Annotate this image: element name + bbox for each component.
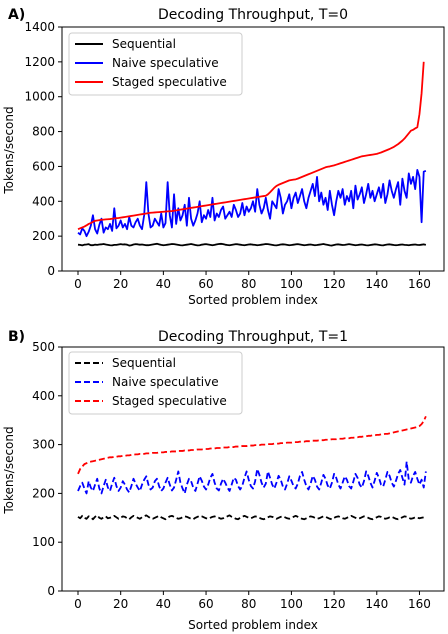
panel-a-y-tick-label: 200 bbox=[32, 229, 55, 243]
panel-b-y-axis-label: Tokens/second bbox=[2, 426, 16, 514]
panel-a-x-tick-label: 120 bbox=[323, 277, 346, 291]
panel-b-y-tick-label: 200 bbox=[32, 486, 55, 500]
panel-b-y-tick-label: 500 bbox=[32, 340, 55, 354]
panel-a-y-tick-label: 600 bbox=[32, 159, 55, 173]
panel-b-series-staged-speculative bbox=[77, 415, 427, 475]
panel-b-series-naive-speculative bbox=[77, 460, 427, 495]
panel-a-y-tick-label: 800 bbox=[32, 125, 55, 139]
panel-b-legend-label-sequential: Sequential bbox=[112, 356, 176, 370]
panel-b-y-tick-label: 400 bbox=[32, 389, 55, 403]
panel-a-x-tick-label: 0 bbox=[74, 277, 82, 291]
panel-a-axes-frame bbox=[61, 26, 445, 272]
panel-b-axes-frame bbox=[61, 346, 445, 592]
panel-b: B) Decoding Throughput, T=1 Sorted probl… bbox=[2, 329, 445, 632]
panel-b-title: Decoding Throughput, T=1 bbox=[158, 329, 348, 345]
panel-a-ticks: 0 20 40 60 80 100 120 140 160 0 200 400 600 800 1000 12… bbox=[24, 20, 430, 291]
panel-b-x-tick-label: 0 bbox=[74, 597, 82, 611]
panel-b-legend: Sequential Naive speculative Staged spec… bbox=[68, 351, 243, 415]
panel-b-ticks: 0 20 40 60 80 100 120 140 160 0 100 200 300 400 500 bbox=[32, 340, 431, 611]
panel-a-x-tick-label: 40 bbox=[156, 277, 171, 291]
panel-b-x-tick-label: 140 bbox=[365, 597, 388, 611]
panel-a-series-group bbox=[77, 61, 427, 247]
panel-a-legend-label-staged: Staged speculative bbox=[112, 75, 227, 89]
panel-a-y-tick-label: 1200 bbox=[24, 55, 55, 69]
panel-a-y-tick-label: 0 bbox=[47, 264, 55, 278]
panel-b-series-group bbox=[77, 415, 427, 521]
panel-a-x-axis-label: Sorted problem index bbox=[188, 293, 318, 307]
panel-b-label: B) bbox=[8, 329, 25, 345]
panel-a-y-tick-label: 1000 bbox=[24, 90, 55, 104]
panel-b-x-tick-label: 40 bbox=[156, 597, 171, 611]
panel-a-series-naive-speculative bbox=[77, 169, 427, 238]
panel-b-y-tick-label: 300 bbox=[32, 438, 55, 452]
panel-b-x-tick-label: 100 bbox=[280, 597, 303, 611]
panel-a-label: A) bbox=[8, 7, 25, 23]
panel-a-x-tick-label: 60 bbox=[198, 277, 213, 291]
panel-b-x-tick-label: 60 bbox=[198, 597, 213, 611]
panel-a-x-tick-label: 160 bbox=[408, 277, 431, 291]
panel-b-legend-label-staged: Staged speculative bbox=[112, 394, 227, 408]
panel-b-x-tick-label: 20 bbox=[113, 597, 128, 611]
panel-b-legend-box bbox=[68, 351, 243, 415]
panel-a-x-tick-label: 80 bbox=[241, 277, 256, 291]
panel-a-y-tick-label: 1400 bbox=[24, 20, 55, 34]
panel-b-x-tick-label: 160 bbox=[408, 597, 431, 611]
panel-a-legend: Sequential Naive speculative Staged spec… bbox=[68, 32, 243, 96]
panel-a: A) Decoding Throughput, T=0 Sorted probl… bbox=[2, 7, 445, 307]
panel-a-legend-label-naive: Naive speculative bbox=[112, 56, 219, 70]
panel-a-series-sequential bbox=[77, 242, 427, 247]
panel-a-legend-box bbox=[68, 32, 243, 96]
panel-b-x-axis-label: Sorted problem index bbox=[188, 618, 318, 632]
panel-a-series-staged-speculative bbox=[77, 61, 425, 231]
panel-a-x-tick-label: 20 bbox=[113, 277, 128, 291]
panel-b-x-tick-label: 120 bbox=[323, 597, 346, 611]
panel-b-y-tick-label: 100 bbox=[32, 535, 55, 549]
panel-b-y-tick-label: 0 bbox=[47, 584, 55, 598]
panel-b-legend-label-naive: Naive speculative bbox=[112, 375, 219, 389]
panel-a-y-axis-label: Tokens/second bbox=[2, 106, 16, 194]
panel-b-x-tick-label: 80 bbox=[241, 597, 256, 611]
panel-a-y-tick-label: 400 bbox=[32, 194, 55, 208]
panel-a-legend-label-sequential: Sequential bbox=[112, 37, 176, 51]
panel-a-title: Decoding Throughput, T=0 bbox=[158, 7, 348, 23]
panel-a-x-tick-label: 100 bbox=[280, 277, 303, 291]
panel-b-series-sequential bbox=[77, 514, 427, 521]
panel-a-x-tick-label: 140 bbox=[365, 277, 388, 291]
